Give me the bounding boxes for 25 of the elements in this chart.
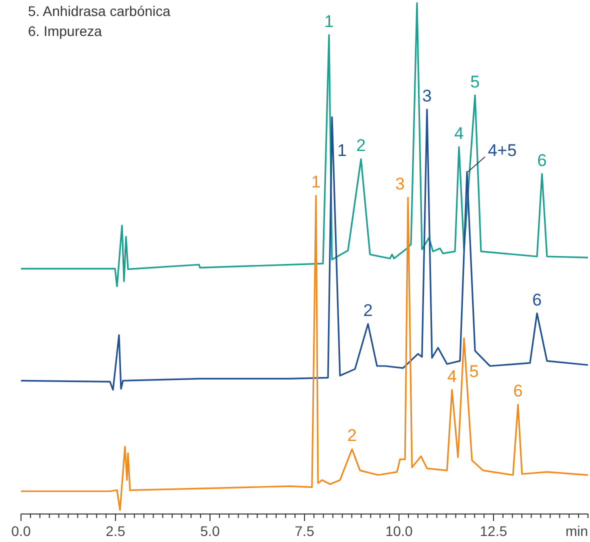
x-tick-label: 0.0 bbox=[11, 523, 31, 539]
annotation: 6. Impureza bbox=[28, 23, 102, 39]
x-axis-title: min bbox=[565, 523, 588, 539]
annotation: 5 bbox=[469, 362, 479, 382]
x-tick-label: 10.0 bbox=[385, 523, 413, 539]
annotation: 2 bbox=[356, 136, 366, 156]
annotation: 2 bbox=[363, 300, 373, 320]
annotation: 1 bbox=[337, 141, 347, 160]
annotation: 4 bbox=[454, 124, 464, 143]
x-tick-label: 2.5 bbox=[106, 523, 126, 539]
annotation: 1 bbox=[311, 172, 321, 192]
annotation: 2 bbox=[347, 426, 357, 446]
x-tick-label: 12.5 bbox=[480, 523, 508, 539]
annotation: 6 bbox=[532, 290, 542, 310]
annotation: 4 bbox=[447, 366, 457, 386]
annotation: 5 bbox=[470, 72, 480, 92]
annotation: 4+5 bbox=[488, 140, 517, 160]
annotation: 5. Anhidrasa carbónica bbox=[28, 3, 171, 19]
annotation: 1 bbox=[324, 12, 334, 31]
annotation: 6 bbox=[537, 150, 547, 170]
annotation: 3 bbox=[395, 174, 405, 194]
annotation: 6 bbox=[513, 382, 523, 401]
annotation: 3 bbox=[422, 86, 432, 106]
x-tick-label: 5.0 bbox=[200, 523, 220, 539]
x-tick-label: 7.5 bbox=[294, 523, 314, 539]
